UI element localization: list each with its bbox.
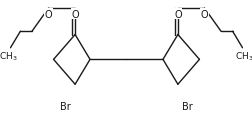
Text: CH$_3$: CH$_3$ [0,50,18,63]
Text: O: O [173,10,181,19]
Text: Br: Br [182,101,193,111]
Text: Br: Br [59,101,70,111]
Text: CH$_3$: CH$_3$ [234,50,252,63]
Text: O: O [200,10,207,19]
Text: O: O [71,10,79,19]
Text: O: O [45,10,52,19]
